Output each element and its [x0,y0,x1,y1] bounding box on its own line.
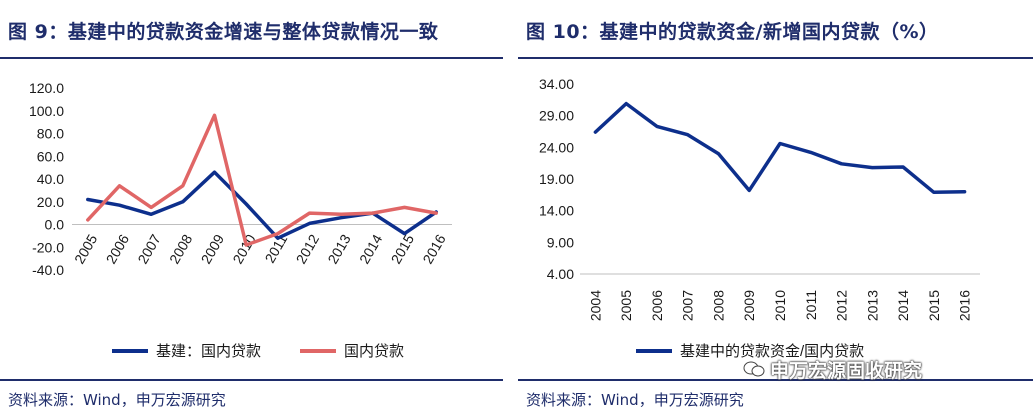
x-tick-label: 2004 [587,290,603,321]
x-tick-label: 2016 [957,290,973,321]
left-top-rule [0,57,503,59]
x-tick-label: 2015 [388,231,418,266]
y-tick-label: 19.00 [539,171,574,187]
x-tick-label: 2013 [864,290,880,321]
series-line-1 [86,170,438,240]
x-tick-label: 2010 [772,290,788,321]
y-tick-label: 34.00 [539,76,574,92]
left-chart-title: 图 9：基建中的贷款资金增速与整体贷款情况一致 [8,21,439,43]
left-source-note: 资料来源：Wind，申万宏源研究 [8,391,226,409]
x-tick-label: 2008 [166,231,196,266]
x-tick-label: 2009 [198,231,228,266]
y-tick-label: 20.0 [37,194,64,210]
y-tick-label: 80.0 [37,126,64,142]
x-tick-label: 2013 [324,231,354,266]
y-tick-label: 24.00 [539,139,574,155]
y-tick-label: 60.0 [37,148,64,164]
x-tick-label: 2016 [419,231,449,266]
y-tick-label: 4.00 [547,266,574,282]
right-line-chart: 34.00 29.00 24.00 19.00 14.00 9.00 4.00 2004 200… [539,76,980,360]
x-tick-label: 2014 [895,290,911,321]
watermark-text: 申万宏源固收研究 [770,360,923,382]
legend-label: 基建：国内贷款 [156,343,261,360]
right-source-note: 资料来源：Wind，申万宏源研究 [526,391,744,409]
series-line-1 [593,101,967,195]
y-tick-label: 40.0 [37,171,64,187]
left-line-chart: 120.0 100.0 80.0 60.0 40.0 20.0 0.0 -20.0 -40.0 2… [29,80,452,360]
x-tick-label: 2007 [134,231,164,266]
x-tick-label: 2015 [926,290,942,321]
right-bottom-rule [518,379,1033,381]
right-top-rule [518,57,1033,59]
x-tick-label: 2007 [680,290,696,321]
legend-label: 基建中的贷款资金/国内贷款 [680,343,864,360]
left-chart-panel: 图 9：基建中的贷款资金增速与整体贷款情况一致 120.0 100.0 80.0 60… [0,0,503,414]
x-tick-label: 2009 [741,290,757,321]
legend-label: 国内贷款 [344,343,404,360]
y-tick-label: 100.0 [29,103,64,119]
y-tick-label: 14.00 [539,203,574,219]
x-tick-label: 2006 [103,231,133,266]
y-tick-label: 29.00 [539,108,574,124]
x-tick-label: 2014 [356,231,386,266]
left-bottom-rule [0,379,503,381]
x-tick-label: 2006 [649,290,665,321]
x-tick-label: 2012 [293,231,323,266]
x-tick-label: 2012 [834,290,850,321]
y-tick-label: 120.0 [29,80,64,96]
x-tick-label: 2005 [618,290,634,321]
right-chart-panel: 图 10：基建中的贷款资金/新增国内贷款（%） 34.00 29.00 24.00 1… [518,0,1033,414]
y-tick-label: 0.0 [45,217,65,233]
y-tick-label: -20.0 [32,239,64,255]
wechat-icon [743,361,765,377]
x-tick-label: 2005 [71,231,101,266]
x-tick-label: 2011 [803,290,819,320]
series-line-2 [86,113,438,247]
y-tick-label: -40.0 [32,262,64,278]
right-chart-title: 图 10：基建中的贷款资金/新增国内贷款（%） [526,21,939,43]
x-tick-label: 2008 [710,290,726,321]
y-tick-label: 9.00 [547,234,574,250]
